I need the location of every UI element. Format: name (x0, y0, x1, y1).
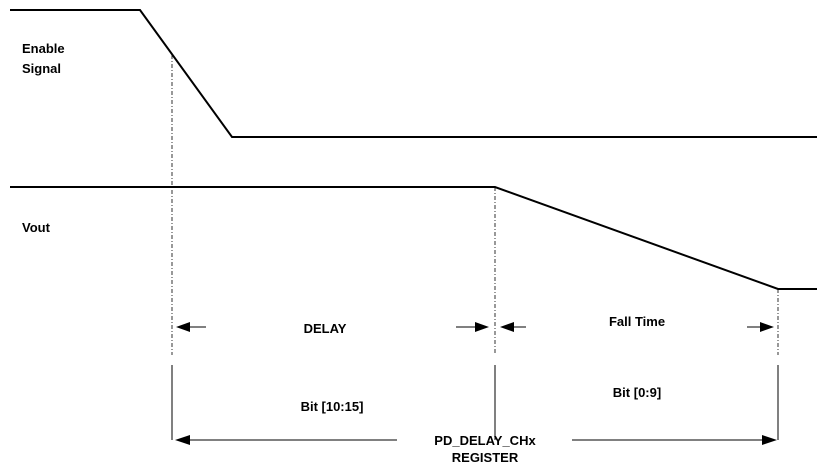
delay-left-arrowhead (176, 322, 190, 332)
fall-time-bits-label: Bit [0:9] (613, 385, 661, 400)
register-name-line1: PD_DELAY_CHx (434, 433, 536, 448)
enable-signal-waveform (10, 9, 817, 138)
register-span-right-arrowhead (762, 435, 777, 445)
enable-signal-label-line2: Signal (22, 61, 61, 76)
register-name-line2: REGISTER (452, 450, 519, 465)
fall-time-right-arrowhead (760, 322, 774, 332)
delay-bits-label: Bit [10:15] (301, 399, 364, 414)
delay-right-arrowhead (475, 322, 489, 332)
vout-waveform (10, 186, 817, 290)
fall-time-left-arrowhead (500, 322, 514, 332)
enable-signal-label-line1: Enable (22, 41, 65, 56)
delay-label: DELAY (304, 321, 347, 336)
register-span-left-arrowhead (175, 435, 190, 445)
fall-time-label: Fall Time (609, 314, 665, 329)
vout-label: Vout (22, 220, 51, 235)
